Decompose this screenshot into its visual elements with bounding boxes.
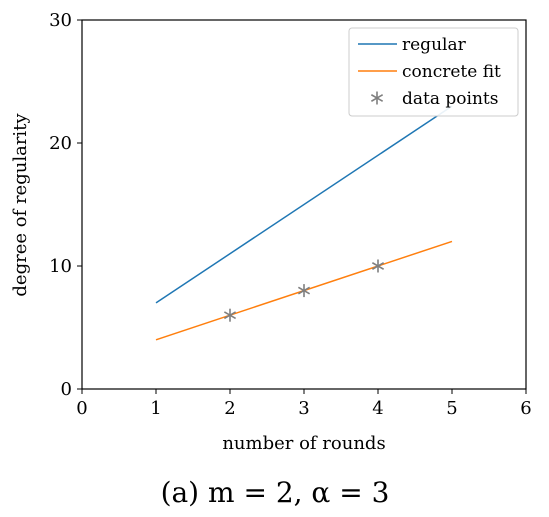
legend: regular concrete fit data points [348, 27, 519, 117]
series-layer [155, 105, 453, 341]
x-tick-label: 2 [224, 398, 235, 419]
data-point [297, 284, 311, 298]
x-tick-label: 4 [372, 398, 383, 419]
legend-asterisk-icon [370, 91, 384, 105]
data-point [223, 308, 237, 322]
x-tick-label: 6 [520, 398, 531, 419]
x-tick-label: 5 [446, 398, 457, 419]
y-tick-label: 10 [49, 256, 72, 277]
ticks-layer: 0 1 2 3 4 5 6 0 10 20 30 [49, 10, 532, 419]
y-tick-label: 20 [49, 133, 72, 154]
x-tick-label: 3 [298, 398, 309, 419]
data-point [371, 259, 385, 273]
legend-label-concrete-fit: concrete fit [402, 62, 501, 82]
x-axis-label: number of rounds [222, 433, 385, 454]
legend-box [348, 27, 519, 117]
legend-label-data-points: data points [402, 89, 498, 109]
x-tick-label: 1 [150, 398, 161, 419]
x-tick-label: 0 [76, 398, 87, 419]
figure-caption: (a) m = 2, α = 3 [161, 476, 390, 509]
legend-marker-data-points [370, 91, 384, 105]
y-tick-label: 0 [61, 379, 72, 400]
series-line-regular [155, 105, 453, 304]
legend-label-regular: regular [402, 35, 467, 55]
y-tick-label: 30 [49, 10, 72, 31]
y-axis-label: degree of regularity [10, 113, 31, 297]
